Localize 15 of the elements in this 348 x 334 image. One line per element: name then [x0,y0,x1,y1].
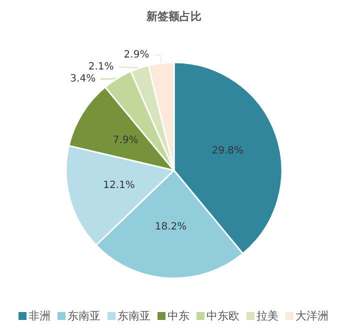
legend-label: 中东 [168,310,190,322]
legend-label: 非洲 [28,310,50,322]
data-label: 3.4% [70,74,96,85]
legend-label: 中东欧 [206,310,240,322]
legend-label: 大洋洲 [296,310,328,322]
data-label: 2.9% [124,50,150,61]
legend-label: 东南亚 [68,310,100,322]
data-label: 29.8% [212,146,244,157]
data-label: 12.1% [103,180,135,191]
data-label: 7.9% [112,134,138,146]
legend-label: 拉美 [256,310,278,322]
data-label: 2.1% [88,62,114,73]
data-label: 18.2% [154,222,187,233]
chart-title: 新签额占比 [146,10,202,23]
legend-label: 东南亚 [118,310,150,322]
